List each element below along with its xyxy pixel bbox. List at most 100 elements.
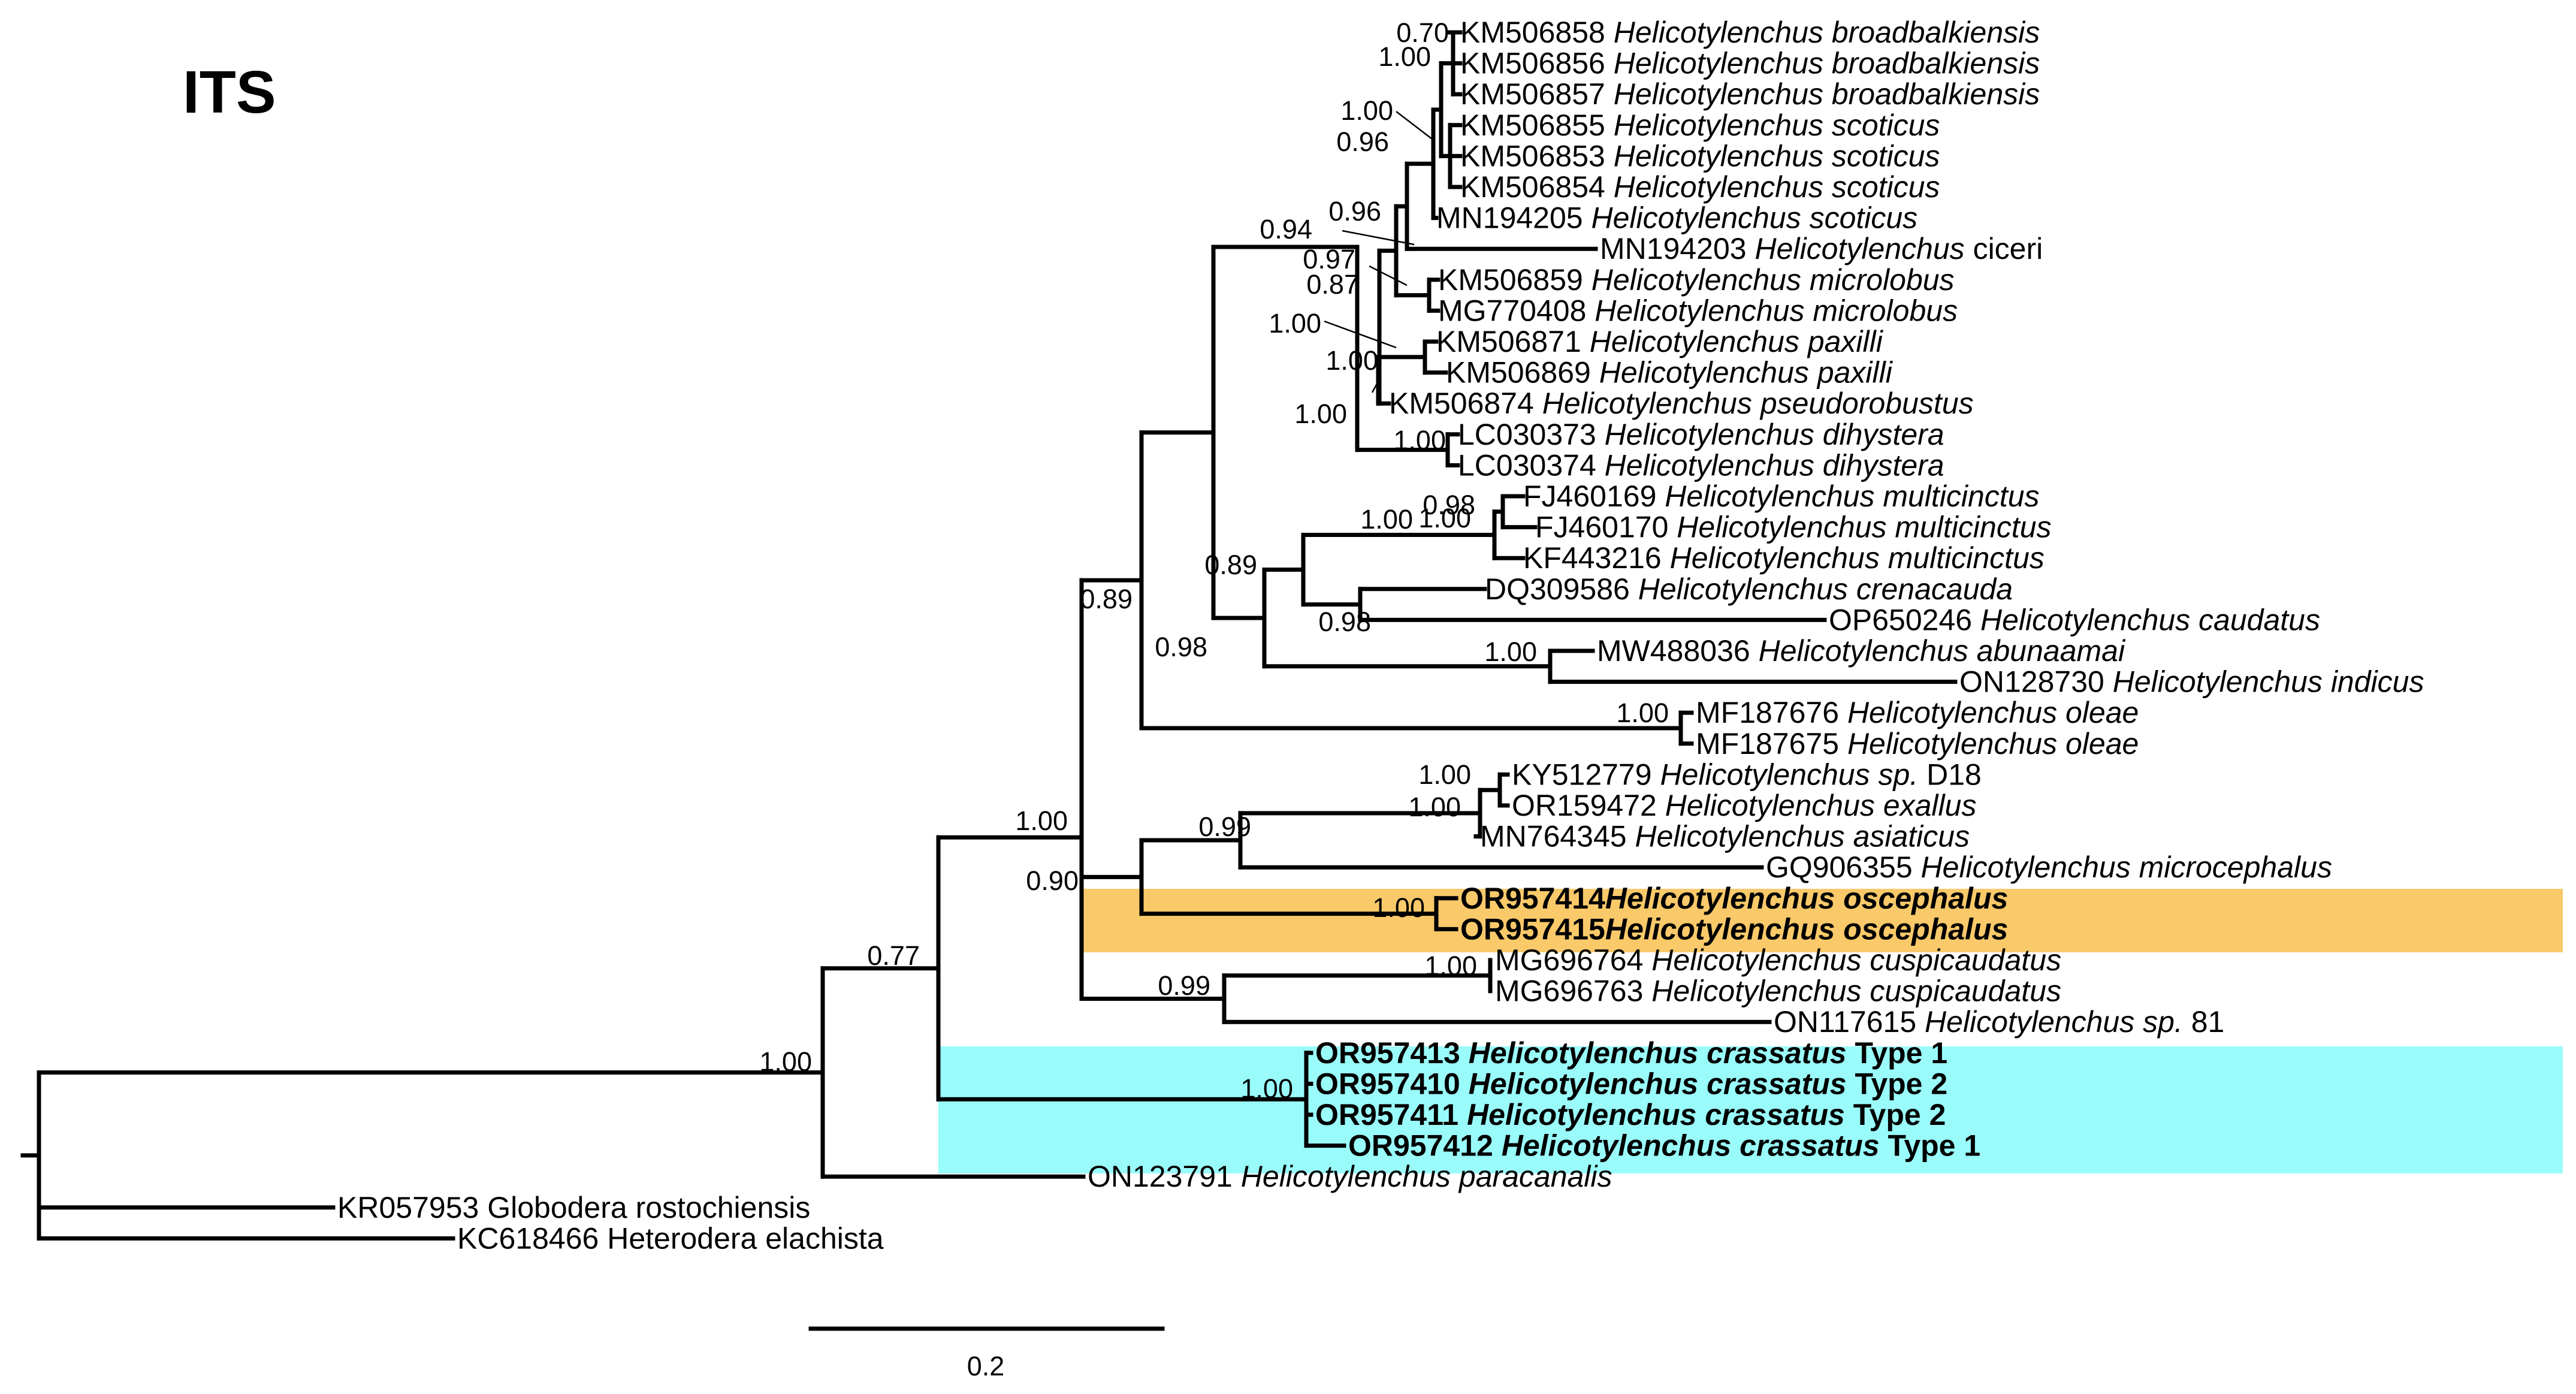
tip-species-name: Helicotylenchus paracanalis [1233, 1160, 1612, 1193]
tip-species-name: Helicotylenchus dihystera [1596, 448, 1944, 482]
tip-label: OR957411 Helicotylenchus crassatus Type … [1315, 1098, 1946, 1132]
tip-accession: MG696764 [1495, 943, 1643, 977]
tip-label: KM506853 Helicotylenchus scoticus [1460, 139, 1940, 173]
leader-line [1342, 230, 1415, 246]
support-value: 0.89 [1080, 584, 1133, 614]
support-value: 0.99 [1198, 811, 1251, 842]
tree-title: ITS [183, 59, 276, 126]
support-value: 1.00 [1294, 399, 1347, 429]
tip-accession: MW488036 [1597, 634, 1750, 668]
tip-accession: KM506855 [1460, 108, 1605, 142]
tip-species-name: Helicotylenchus multicinctus [1668, 511, 2051, 544]
tip-label: LC030373 Helicotylenchus dihystera [1458, 418, 1944, 451]
tip-species-name: Helicotylenchus microlobus [1586, 294, 1958, 327]
support-value: 1.00 [1378, 41, 1431, 72]
tip-accession: LC030374 [1458, 448, 1596, 482]
support-value: 0.97 [1303, 244, 1355, 274]
tip-accession: OR957414 [1460, 882, 1605, 915]
tip-label: MG696763 Helicotylenchus cuspicaudatus [1495, 974, 2061, 1008]
tip-species-name: Helicotylenchus multicinctus [1656, 479, 2039, 513]
tip-accession: KM506854 [1460, 170, 1605, 204]
tip-accession: KF443216 [1523, 541, 1662, 575]
tip-species-name: Helicotylenchus microlobus [1583, 263, 1955, 297]
tip-accession: MN194205 [1436, 201, 1583, 235]
tip-accession: KC618466 [457, 1221, 599, 1255]
support-value: 0.90 [1026, 865, 1079, 896]
support-value: 0.96 [1328, 196, 1381, 227]
tip-label: OR957410 Helicotylenchus crassatus Type … [1315, 1067, 1947, 1100]
support-value: 0.98 [1423, 490, 1475, 520]
tip-label: OR957415Helicotylenchus oscephalus [1460, 912, 2008, 946]
tip-label: KM506871 Helicotylenchus paxilli [1436, 325, 1884, 358]
support-value: 1.00 [1340, 95, 1393, 126]
tip-species-name: Helicotylenchus sp. [1916, 1005, 2183, 1039]
oscephalus-highlight [1083, 889, 2563, 952]
tip-accession: KM506856 [1460, 47, 1605, 80]
tip-species-name: Helicotylenchus dihystera [1596, 418, 1944, 451]
tip-species-name: Helicotylenchus oscephalus [1605, 912, 2008, 946]
tip-accession: KM506857 [1460, 77, 1605, 111]
tip-species-name: Helicotylenchus [1747, 232, 1965, 265]
tip-label: KM506869 Helicotylenchus paxilli [1446, 356, 1894, 390]
tip-label: MF187676 Helicotylenchus oleae [1696, 696, 2139, 729]
tip-species-name: Helicotylenchus microcephalus [1913, 850, 2332, 884]
tip-label: KM506858 Helicotylenchus broadbalkiensis [1460, 16, 2040, 49]
support-value: 1.00 [1393, 425, 1446, 455]
tip-suffix: Heterodera elachista [599, 1221, 883, 1255]
tip-labels: KM506858 Helicotylenchus broadbalkiensis… [337, 16, 2424, 1255]
tip-species-name: Helicotylenchus crassatus [1493, 1129, 1880, 1163]
tip-species-name: Helicotylenchus oscephalus [1605, 882, 2008, 915]
tip-accession: OR957411 [1315, 1098, 1458, 1132]
tip-label: KY512779 Helicotylenchus sp. D18 [1512, 758, 1982, 791]
support-value: 1.00 [1418, 503, 1471, 533]
tip-species-name: Helicotylenchus crenacauda [1630, 572, 2013, 606]
tip-species-name: Helicotylenchus oleae [1839, 696, 2139, 729]
tip-species-name: Helicotylenchus abunaamai [1750, 634, 2126, 668]
tip-accession: ON117615 [1774, 1005, 1916, 1039]
tip-label: MF187675 Helicotylenchus oleae [1696, 727, 2139, 761]
tip-label: LC030374 Helicotylenchus dihystera [1458, 448, 1944, 482]
tip-accession: KY512779 [1512, 758, 1652, 791]
tip-accession: OR957412 [1348, 1129, 1493, 1163]
tip-suffix: Type 2 [1847, 1067, 1948, 1100]
tip-accession: MN194203 [1600, 232, 1747, 265]
tip-species-name: Helicotylenchus exallus [1657, 789, 1977, 822]
tip-label: OP650246 Helicotylenchus caudatus [1829, 603, 2320, 636]
tip-accession: KR057953 [337, 1191, 479, 1224]
tip-accession: ON128730 [1959, 665, 2104, 699]
tip-label: OR957412 Helicotylenchus crassatus Type … [1348, 1129, 1980, 1163]
support-value: 0.87 [1306, 269, 1359, 300]
tip-species-name: Helicotylenchus scoticus [1605, 170, 1940, 204]
support-value: 0.77 [867, 940, 920, 971]
tip-accession: KM506874 [1389, 387, 1534, 420]
support-value: 1.00 [1015, 805, 1068, 836]
tip-species-name: Helicotylenchus paxilli [1591, 356, 1894, 390]
tip-label: KM506854 Helicotylenchus scoticus [1460, 170, 1940, 204]
tip-label: MN764345 Helicotylenchus asiaticus [1480, 820, 1970, 853]
scale-bar-label: 0.2 [967, 1351, 1005, 1381]
tip-suffix: 81 [2183, 1005, 2225, 1039]
tip-accession: FJ460169 [1523, 479, 1656, 513]
tip-label: OR957413 Helicotylenchus crassatus Type … [1315, 1036, 1947, 1070]
tip-accession: FJ460170 [1535, 511, 1668, 544]
tip-label: MN194205 Helicotylenchus scoticus [1436, 201, 1917, 235]
tip-label: KM506856 Helicotylenchus broadbalkiensis [1460, 47, 2040, 80]
tip-species-name: Helicotylenchus crassatus [1460, 1067, 1847, 1100]
tip-label: MG770408 Helicotylenchus microlobus [1438, 294, 1958, 327]
support-value: 0.98 [1155, 632, 1207, 662]
tip-accession: OR957413 [1315, 1036, 1460, 1070]
tip-label: OR159472 Helicotylenchus exallus [1512, 789, 1976, 822]
tip-species-name: Helicotylenchus scoticus [1605, 139, 1940, 173]
tip-accession: KM506853 [1460, 139, 1605, 173]
tip-species-name: Helicotylenchus scoticus [1583, 201, 1918, 235]
tip-species-name: Helicotylenchus asiaticus [1627, 820, 1970, 853]
tip-label: KC618466 Heterodera elachista [457, 1221, 884, 1255]
tip-label: ON123791 Helicotylenchus paracanalis [1088, 1160, 1612, 1193]
support-value: 0.70 [1396, 17, 1449, 48]
tip-accession: LC030373 [1458, 418, 1596, 451]
tip-label: FJ460169 Helicotylenchus multicinctus [1523, 479, 2040, 513]
support-value: 1.00 [1372, 892, 1425, 923]
tip-label: KR057953 Globodera rostochiensis [337, 1191, 810, 1224]
tip-species-name: Helicotylenchus sp. [1652, 758, 1919, 791]
tip-accession: OP650246 [1829, 603, 1972, 636]
